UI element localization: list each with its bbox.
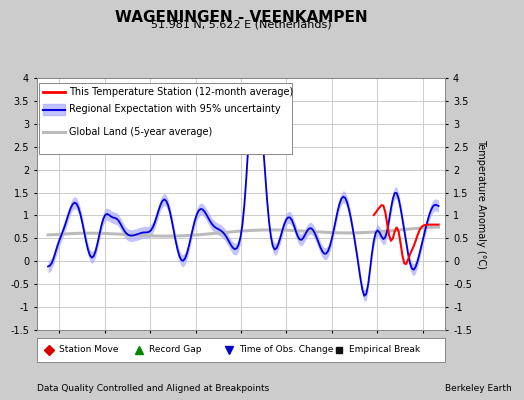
FancyBboxPatch shape [39,83,292,154]
Text: 51.981 N, 5.622 E (Netherlands): 51.981 N, 5.622 E (Netherlands) [151,19,331,29]
Text: WAGENINGEN - VEENKAMPEN: WAGENINGEN - VEENKAMPEN [115,10,367,25]
Y-axis label: Temperature Anomaly (°C): Temperature Anomaly (°C) [476,139,486,269]
Text: Record Gap: Record Gap [149,346,202,354]
Text: Berkeley Earth: Berkeley Earth [445,384,512,393]
Text: Data Quality Controlled and Aligned at Breakpoints: Data Quality Controlled and Aligned at B… [37,384,269,393]
Text: Station Move: Station Move [59,346,118,354]
Text: Global Land (5-year average): Global Land (5-year average) [69,127,213,137]
Text: This Temperature Station (12-month average): This Temperature Station (12-month avera… [69,87,293,97]
Text: Regional Expectation with 95% uncertainty: Regional Expectation with 95% uncertaint… [69,104,281,114]
Text: Empirical Break: Empirical Break [350,346,420,354]
Text: Time of Obs. Change: Time of Obs. Change [239,346,333,354]
